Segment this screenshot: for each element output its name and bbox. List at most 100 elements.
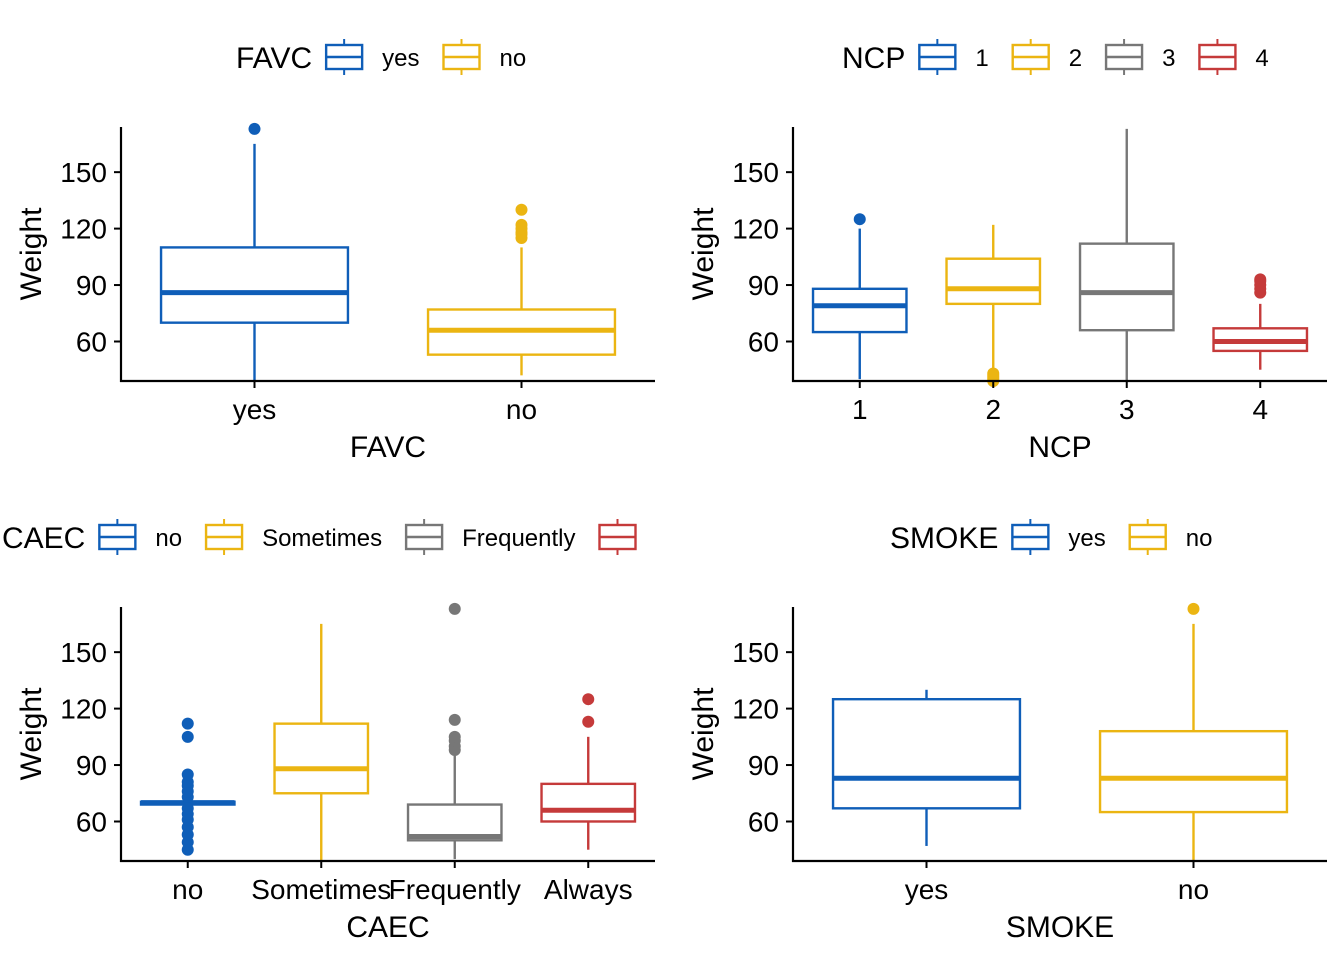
x-tick-label: Frequently	[389, 874, 521, 905]
panel-bottom-right: SMOKE yes no 60 90 120 150 yes no SMOKE Weight	[687, 519, 1327, 944]
y-tick-label: 90	[76, 270, 107, 301]
y-tick-label: 120	[60, 214, 107, 245]
legend-key	[204, 519, 244, 555]
outlier-point	[181, 730, 194, 743]
y-tick-label: 150	[732, 637, 779, 668]
outlier-point	[181, 802, 194, 815]
box-3	[1078, 128, 1175, 381]
box-no	[139, 717, 236, 856]
y-tick-label: 120	[732, 214, 779, 245]
legend-key	[918, 39, 957, 75]
legend-key	[1198, 39, 1237, 75]
legend-label: 4	[1255, 45, 1268, 72]
legend: FAVC yes no	[236, 39, 526, 75]
y-axis-label: Weight	[687, 687, 720, 780]
legend: SMOKE yes no	[890, 519, 1212, 555]
legend: NCP 1 2 3 4	[842, 39, 1269, 75]
box-iqr	[273, 722, 370, 795]
x-tick-label: 1	[852, 394, 868, 425]
box-frequently	[406, 602, 503, 860]
legend-key	[404, 519, 444, 555]
y-tick-label: 90	[748, 750, 779, 781]
legend-label: 2	[1069, 45, 1082, 72]
outlier-point	[515, 203, 528, 216]
y-axis-label: Weight	[15, 687, 48, 780]
box-iqr	[1098, 729, 1289, 814]
legend-label: no	[500, 45, 527, 72]
legend-label: no	[155, 525, 182, 552]
x-tick-label: yes	[905, 874, 949, 905]
y-tick-label: 60	[76, 806, 107, 837]
y-tick-label: 120	[60, 694, 107, 725]
legend-key	[1011, 519, 1050, 555]
legend-key	[598, 519, 637, 555]
y-tick-label: 150	[60, 637, 107, 668]
x-axis-label: SMOKE	[1006, 911, 1114, 944]
legend-label: Frequently	[462, 525, 575, 552]
legend-title: SMOKE	[890, 522, 998, 555]
box-1	[811, 213, 908, 380]
x-tick-label: 2	[985, 394, 1001, 425]
panel-top-right: NCP 1 2 3 4 60 90 120 150 1 2 3 4 NCP Weight	[687, 39, 1327, 464]
y-tick-label: 60	[76, 326, 107, 357]
box-no	[426, 203, 617, 376]
x-tick-label: no	[506, 394, 537, 425]
x-tick-label: yes	[233, 394, 277, 425]
x-axis-label: NCP	[1028, 431, 1091, 464]
y-tick-label: 60	[748, 806, 779, 837]
y-tick-label: 90	[76, 750, 107, 781]
outlier-point	[1187, 602, 1200, 615]
box-iqr	[831, 697, 1022, 810]
box-no	[1098, 602, 1289, 861]
y-tick-label: 150	[60, 157, 107, 188]
legend-label: no	[1186, 525, 1213, 552]
outlier-point	[181, 717, 194, 730]
axes: 60 90 120 150 yes no SMOKE Weight	[687, 607, 1327, 944]
outlier-point	[181, 768, 194, 781]
outlier-point	[987, 367, 1000, 380]
outlier-point	[1254, 273, 1267, 286]
outlier-point	[448, 713, 461, 726]
legend-label: 1	[975, 45, 988, 72]
legend-key	[1128, 519, 1167, 555]
outlier-point	[582, 693, 595, 706]
outlier-point	[515, 218, 528, 231]
y-tick-label: 150	[732, 157, 779, 188]
legend-label: 3	[1162, 45, 1175, 72]
legend-label: Sometimes	[262, 525, 382, 552]
box-iqr	[945, 257, 1042, 306]
axes: 60 90 120 150 yes no FAVC Weight	[15, 127, 655, 464]
legend-title: NCP	[842, 42, 905, 75]
box-iqr	[540, 782, 637, 823]
x-tick-label: no	[172, 874, 203, 905]
x-tick-label: Always	[544, 874, 633, 905]
x-tick-label: no	[1178, 874, 1209, 905]
panel-top-left: FAVC yes no 60 90 120 150 yes no FAVC Weight	[15, 39, 655, 464]
outlier-point	[248, 122, 261, 135]
legend-label: yes	[1068, 525, 1105, 552]
legend-key	[324, 39, 364, 75]
legend-title: FAVC	[236, 42, 312, 75]
y-axis-label: Weight	[15, 207, 48, 300]
box-iqr	[159, 246, 350, 324]
box-4	[1212, 273, 1309, 370]
legend: CAEC no Sometimes Frequently	[2, 519, 637, 555]
box-yes	[831, 689, 1022, 846]
x-axis-label: CAEC	[346, 911, 429, 944]
x-tick-label: 4	[1252, 394, 1268, 425]
box-always	[540, 693, 637, 850]
outlier-point	[448, 602, 461, 615]
y-tick-label: 60	[748, 326, 779, 357]
legend-key	[98, 519, 137, 555]
box-2	[945, 224, 1042, 387]
outlier-point	[853, 213, 866, 226]
x-tick-label: 3	[1119, 394, 1135, 425]
legend-label: yes	[382, 45, 419, 72]
box-yes	[159, 122, 350, 381]
x-tick-label: Sometimes	[251, 874, 391, 905]
y-axis-label: Weight	[687, 207, 720, 300]
legend-title: CAEC	[2, 522, 85, 555]
y-tick-label: 90	[748, 270, 779, 301]
